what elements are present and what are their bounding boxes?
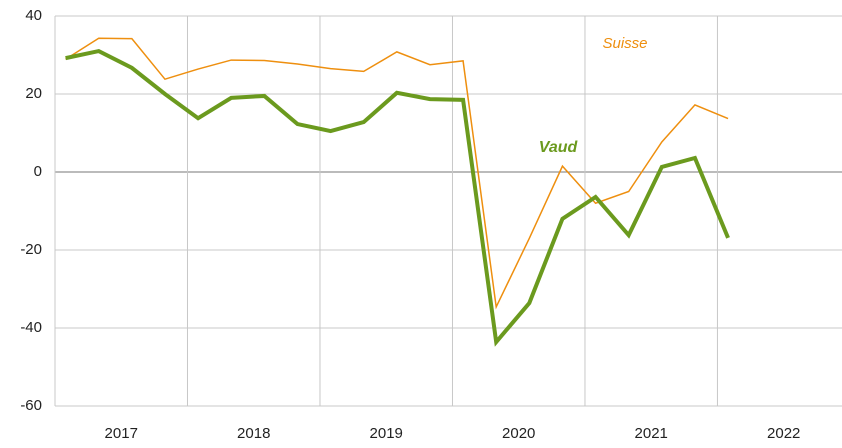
x-tick-label: 2018 (237, 425, 270, 442)
y-tick-label: -60 (20, 397, 42, 414)
x-tick-label: 2022 (767, 425, 800, 442)
y-tick-label: 20 (25, 85, 42, 102)
series-line (65, 48, 730, 347)
series-line (65, 37, 729, 310)
y-tick-label: 0 (34, 163, 42, 180)
y-tick-label: 40 (25, 7, 42, 24)
y-tick-label: -20 (20, 241, 42, 258)
series-label: Suisse (602, 35, 647, 52)
x-tick-label: 2019 (370, 425, 403, 442)
series-label: Vaud (539, 139, 579, 156)
y-tick-label: -40 (20, 319, 42, 336)
x-tick-label: 2017 (105, 425, 138, 442)
x-tick-label: 2021 (635, 425, 668, 442)
x-tick-label: 2020 (502, 425, 535, 442)
